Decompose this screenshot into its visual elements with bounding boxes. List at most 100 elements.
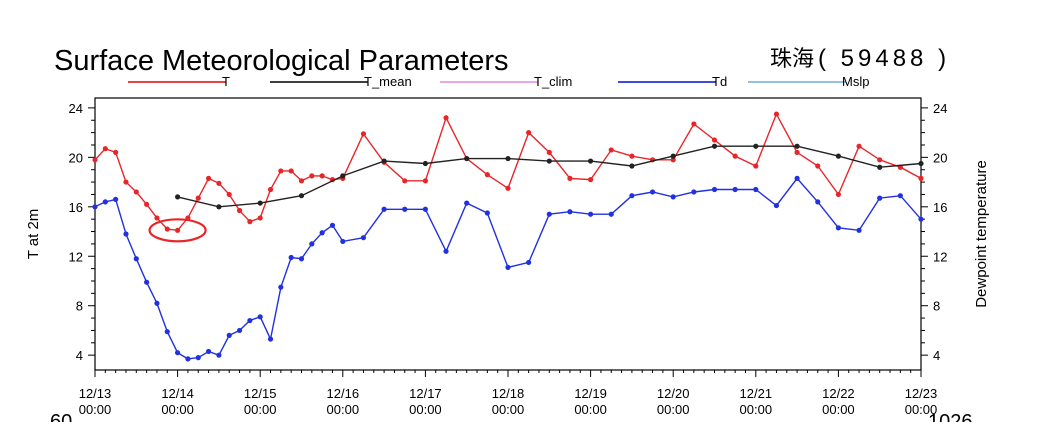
data-point-td <box>175 350 181 356</box>
data-point-t <box>164 226 170 232</box>
data-point-td <box>195 355 201 361</box>
data-point-t-mean <box>588 158 594 164</box>
data-point-td <box>794 175 800 181</box>
y-tick-label-right: 24 <box>933 101 947 116</box>
data-point-t <box>205 175 212 181</box>
data-point-t <box>216 180 222 186</box>
data-point-td <box>288 254 294 261</box>
chart-title: Surface Meteorological Parameters <box>54 45 509 77</box>
x-tick-label-time: 00:00 <box>409 402 442 417</box>
plot-frame <box>94 97 922 371</box>
data-point-td <box>319 230 325 236</box>
x-tick-label-time: 00:00 <box>244 402 277 417</box>
station-code: ( 59488 ) <box>818 45 950 72</box>
data-point-td <box>711 186 718 193</box>
data-point-t-mean <box>711 143 718 149</box>
data-point-t <box>794 149 800 155</box>
data-point-t <box>267 186 274 193</box>
data-point-td <box>753 186 759 193</box>
legend-label-td: Td <box>712 74 727 89</box>
data-point-t <box>629 153 635 159</box>
data-point-td <box>773 202 780 209</box>
data-point-t-mean <box>175 194 181 200</box>
data-point-td <box>154 300 160 306</box>
data-point-td <box>360 235 367 241</box>
data-point-t <box>711 137 718 143</box>
x-tick-label-time: 00:00 <box>327 402 360 417</box>
y-tick-label-left: 12 <box>69 249 83 264</box>
data-point-t <box>257 215 263 221</box>
data-point-td <box>257 314 263 320</box>
data-point-td <box>236 327 243 334</box>
data-point-t-mean <box>877 164 883 170</box>
data-point-t <box>144 201 150 207</box>
data-point-t <box>691 121 697 127</box>
data-point-td <box>567 209 573 215</box>
data-point-t <box>288 168 294 174</box>
x-tick-label-time: 00:00 <box>905 402 938 417</box>
data-point-td <box>835 225 842 231</box>
legend: T T_mean T_clim Td Mslp <box>128 74 869 89</box>
data-point-t <box>546 149 552 155</box>
data-point-t <box>443 115 449 121</box>
data-point-td <box>484 210 490 216</box>
data-point-t <box>856 143 862 149</box>
data-point-t <box>753 163 759 169</box>
x-tick-label-date: 12/22 <box>822 386 855 401</box>
y-tick-label-right: 20 <box>933 150 947 165</box>
data-point-td <box>102 199 108 205</box>
y-tick-label-left: 24 <box>69 101 83 116</box>
data-point-t <box>278 168 284 174</box>
y-tick-label-left: 8 <box>76 299 83 314</box>
data-point-t <box>195 195 201 201</box>
x-tick-label-date: 12/23 <box>905 386 938 401</box>
data-point-td <box>205 348 212 355</box>
data-point-t-mean <box>794 143 800 149</box>
data-point-t <box>402 178 408 184</box>
data-point-t <box>236 207 243 214</box>
data-point-t <box>422 178 428 184</box>
series-layer <box>92 111 924 362</box>
x-tick-label-date: 12/20 <box>657 386 690 401</box>
legend-label-t-clim: T_clim <box>534 74 572 89</box>
data-point-t-mean <box>381 158 387 164</box>
lower-panel-right-label: 1026 <box>928 411 973 422</box>
data-point-td <box>185 356 191 362</box>
y-axis-right-label: Dewpoint temperature <box>973 160 990 308</box>
data-point-t <box>526 130 532 136</box>
data-point-td <box>815 199 821 205</box>
data-point-t <box>877 157 883 163</box>
data-point-t-mean <box>546 158 552 164</box>
x-tick-label-time: 00:00 <box>492 402 525 417</box>
data-point-td <box>144 279 150 285</box>
series-line-t <box>94 112 922 232</box>
data-point-t <box>588 177 594 183</box>
x-tick-label-time: 00:00 <box>79 402 112 417</box>
data-point-td <box>608 211 614 217</box>
data-point-td <box>464 200 470 206</box>
data-point-t <box>505 185 511 191</box>
data-point-t <box>247 219 253 225</box>
x-tick-label-date: 12/14 <box>161 386 194 401</box>
x-tick-label-date: 12/19 <box>574 386 607 401</box>
data-point-t <box>133 189 139 195</box>
data-point-t <box>835 191 842 198</box>
x-tick-label-date: 12/16 <box>327 386 360 401</box>
data-point-td <box>877 195 883 201</box>
y-tick-label-left: 20 <box>69 150 83 165</box>
data-point-td <box>856 227 862 233</box>
data-point-td <box>526 259 532 266</box>
data-point-t <box>608 147 614 153</box>
data-point-t-mean <box>257 200 263 206</box>
data-point-t <box>484 172 490 178</box>
x-tick-label-date: 12/18 <box>492 386 525 401</box>
data-point-t-mean <box>505 155 511 162</box>
data-point-t-mean <box>753 143 759 149</box>
x-tick-label-date: 12/13 <box>79 386 112 401</box>
data-point-td <box>505 264 511 270</box>
x-tick-label-time: 00:00 <box>740 402 773 417</box>
x-tick-label-time: 00:00 <box>657 402 690 417</box>
data-point-td <box>588 211 594 217</box>
data-point-t <box>732 153 738 159</box>
